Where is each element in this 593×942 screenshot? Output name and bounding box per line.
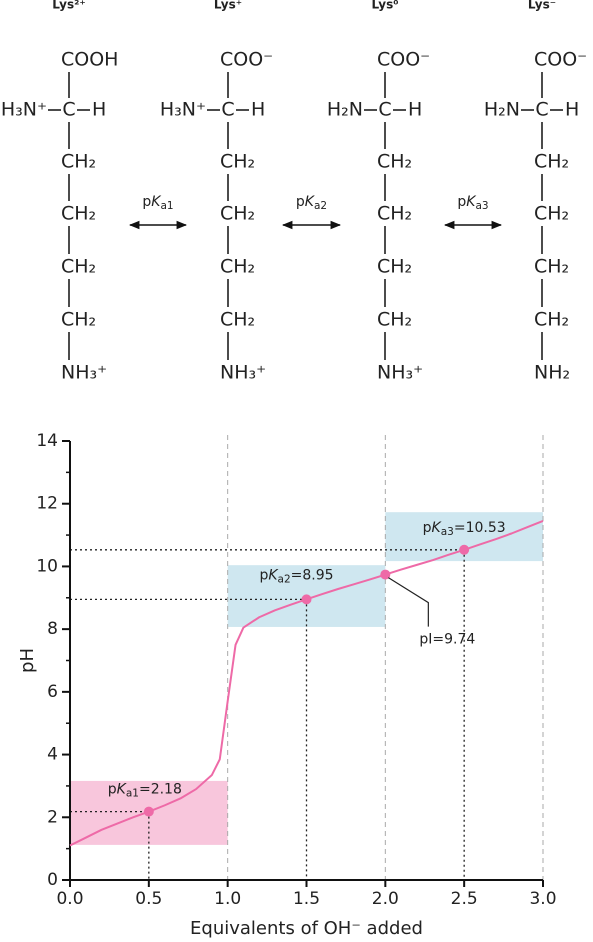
equilibrium-label: pKa2 — [296, 194, 327, 212]
y-tick-label: 10 — [36, 556, 58, 576]
alpha-hydrogen: H — [92, 99, 106, 121]
methylene: CH₂ — [61, 256, 96, 278]
x-tick-label: 2.0 — [372, 889, 399, 909]
y-axis-title: pH — [17, 648, 38, 673]
alpha-amino: H₂N — [484, 99, 520, 121]
y-tick-label: 2 — [47, 807, 58, 827]
species-name: Lys⁺ — [214, 0, 242, 12]
methylene: CH₂ — [534, 151, 569, 173]
alpha-amino: H₃N⁺ — [160, 99, 206, 121]
alpha-carbon: C — [535, 99, 548, 121]
methylene: CH₂ — [534, 256, 569, 278]
methylene: CH₂ — [61, 151, 96, 173]
methylene: CH₂ — [61, 309, 96, 331]
methylene: CH₂ — [220, 203, 255, 225]
methylene: CH₂ — [534, 203, 569, 225]
side-chain-amino: NH₃⁺ — [61, 362, 107, 384]
point-label: pKa2=8.95 — [259, 567, 333, 585]
point-label: pKa1=2.18 — [108, 782, 182, 800]
methylene: CH₂ — [220, 309, 255, 331]
chart: 0 2 4 6 8 10 12 14 0.0 0.5 1.0 1.5 2.0 2.5 3.0 Equivale… — [17, 431, 557, 939]
methylene: CH₂ — [534, 309, 569, 331]
equilibrium-label: pKa1 — [142, 194, 173, 212]
species-name: Lys⁻ — [528, 0, 556, 12]
y-tick-label: 14 — [36, 431, 58, 451]
equilibrium-label: pKa3 — [457, 194, 488, 212]
alpha-carbon: C — [378, 99, 391, 121]
carboxyl: COOH — [61, 49, 118, 71]
methylene: CH₂ — [220, 256, 255, 278]
key-point — [459, 544, 470, 555]
methylene: CH₂ — [61, 203, 96, 225]
alpha-hydrogen: H — [251, 99, 265, 121]
leader-line — [388, 577, 429, 627]
key-point — [380, 569, 391, 580]
titration-curve — [69, 520, 544, 847]
carboxyl: COO⁻ — [377, 49, 430, 71]
side-chain-amino: NH₃⁺ — [220, 362, 266, 384]
methylene: CH₂ — [220, 151, 255, 173]
x-tick-label: 2.5 — [451, 889, 478, 909]
alpha-carbon: C — [221, 99, 234, 121]
carboxyl: COO⁻ — [220, 49, 273, 71]
key-point — [301, 594, 312, 605]
x-tick-label: 0.5 — [135, 889, 162, 909]
point-label: pKa3=10.53 — [423, 520, 506, 538]
alpha-hydrogen: H — [408, 99, 422, 121]
side-chain-amino: NH₃⁺ — [377, 362, 423, 384]
x-axis-title: Equivalents of OH⁻ added — [190, 918, 423, 939]
y-tick-label: 4 — [47, 745, 58, 765]
y-tick-label: 0 — [47, 870, 58, 890]
side-chain-amino: NH₂ — [534, 362, 570, 384]
methylene: CH₂ — [377, 151, 412, 173]
y-tick-label: 6 — [47, 682, 58, 702]
y-tick-label: 12 — [36, 494, 58, 514]
carboxyl: COO⁻ — [534, 49, 587, 71]
alpha-amino: H₂N — [327, 99, 363, 121]
methylene: CH₂ — [377, 203, 412, 225]
x-tick-label: 1.0 — [214, 889, 241, 909]
species-name: Lys⁰ — [371, 0, 398, 12]
x-tick-label: 3.0 — [529, 889, 556, 909]
alpha-amino: H₃N⁺ — [1, 99, 47, 121]
x-tick-label: 0.0 — [56, 889, 83, 909]
key-point — [143, 806, 154, 817]
methylene: CH₂ — [377, 309, 412, 331]
y-tick-label: 8 — [47, 619, 58, 639]
methylene: CH₂ — [377, 256, 412, 278]
alpha-carbon: C — [62, 99, 75, 121]
point-label: pI=9.74 — [419, 632, 475, 648]
species-name: Lys²⁺ — [52, 0, 85, 12]
alpha-hydrogen: H — [565, 99, 579, 121]
x-tick-label: 1.5 — [293, 889, 320, 909]
